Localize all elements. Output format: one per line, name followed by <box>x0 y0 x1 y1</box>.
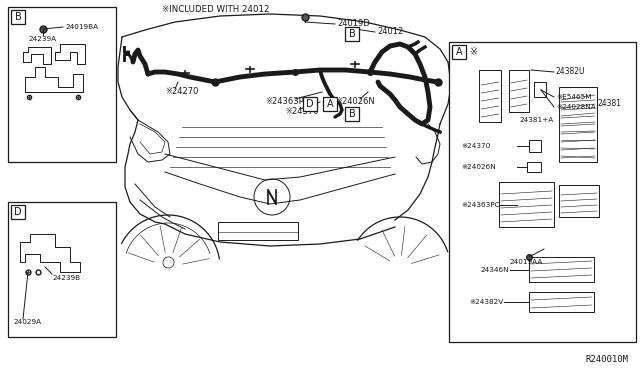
Text: 24381+A: 24381+A <box>520 117 554 123</box>
Bar <box>11 205 25 219</box>
Bar <box>559 87 597 162</box>
Bar <box>499 182 554 227</box>
Text: ※24382V: ※24382V <box>470 299 504 305</box>
Text: ※24028NA: ※24028NA <box>556 104 596 110</box>
Text: A: A <box>326 99 333 109</box>
Bar <box>345 27 359 41</box>
Bar <box>11 10 25 24</box>
Text: ※24363PC: ※24363PC <box>265 97 310 106</box>
Text: ※24026N: ※24026N <box>335 97 375 106</box>
Bar <box>529 140 541 152</box>
Text: ※: ※ <box>469 47 477 57</box>
Bar <box>449 42 636 342</box>
Text: B: B <box>349 109 355 119</box>
Bar <box>303 97 317 111</box>
Bar <box>452 45 466 59</box>
Text: 24019D: 24019D <box>337 19 370 28</box>
Bar <box>534 82 546 97</box>
Text: R240010M: R240010M <box>585 355 628 364</box>
Text: ※24363PC: ※24363PC <box>461 202 500 208</box>
Bar <box>559 185 599 217</box>
Text: 24382U: 24382U <box>556 67 586 77</box>
Text: ※24026N: ※24026N <box>461 164 496 170</box>
Text: 24029A: 24029A <box>13 319 41 325</box>
Bar <box>527 162 541 172</box>
Text: ※24370: ※24370 <box>285 108 319 116</box>
Text: D: D <box>306 99 314 109</box>
Bar <box>8 7 116 162</box>
Text: 24346N: 24346N <box>481 267 509 273</box>
Bar <box>479 70 501 122</box>
Bar <box>529 292 594 312</box>
Bar <box>509 70 529 112</box>
Text: B: B <box>349 29 355 39</box>
Text: B: B <box>15 12 21 22</box>
Bar <box>345 107 359 121</box>
Text: ※24370: ※24370 <box>461 143 490 149</box>
Text: ※INCLUDED WITH 24012: ※INCLUDED WITH 24012 <box>162 6 269 15</box>
Bar <box>529 257 594 282</box>
Bar <box>218 222 298 240</box>
Text: 24019BA: 24019BA <box>65 24 98 30</box>
Text: ※E5465M: ※E5465M <box>556 94 591 100</box>
Text: ※24270: ※24270 <box>165 87 198 96</box>
Text: A: A <box>456 47 462 57</box>
Bar <box>323 97 337 111</box>
Text: D: D <box>14 207 22 217</box>
Text: 24239A: 24239A <box>28 36 56 42</box>
Text: 24239B: 24239B <box>52 275 80 281</box>
Bar <box>8 202 116 337</box>
Text: 24019AA: 24019AA <box>509 259 542 265</box>
Text: 24381: 24381 <box>597 99 621 109</box>
Text: 24012: 24012 <box>377 26 403 35</box>
